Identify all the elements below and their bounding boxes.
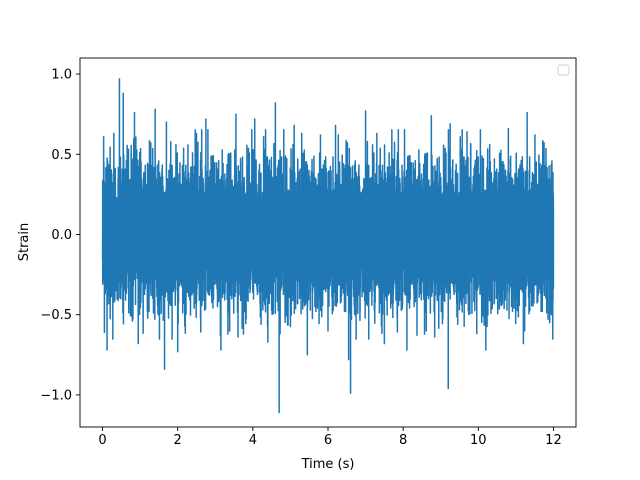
x-tick-label: 4 [249, 433, 257, 448]
x-tick-label: 6 [324, 433, 332, 448]
y-tick-label: 1.0 [51, 68, 72, 83]
plot-area: 0 2 4 6 8 10 12 −1.0 −0.5 0.0 0.5 1.0 [40, 57, 577, 448]
x-tick-label: 10 [470, 433, 487, 448]
x-axis-label: Time (s) [301, 457, 355, 472]
series-line-0 [101, 78, 555, 414]
x-tick-label: 0 [98, 433, 106, 448]
legend-layer [557, 64, 570, 76]
y-axis-label: Strain [17, 223, 32, 262]
x-tick-label: 2 [174, 433, 182, 448]
x-tick-label: 8 [399, 433, 407, 448]
series-layer [101, 78, 555, 414]
legend-box [557, 64, 570, 76]
y-tick-label: −1.0 [40, 388, 72, 403]
ticks-layer: 0 2 4 6 8 10 12 −1.0 −0.5 0.0 0.5 1.0 [40, 68, 561, 448]
y-tick-label: 0.5 [51, 148, 72, 163]
x-tick-label: 12 [545, 433, 562, 448]
y-tick-label: 0.0 [51, 228, 72, 243]
y-tick-label: −0.5 [40, 308, 72, 323]
